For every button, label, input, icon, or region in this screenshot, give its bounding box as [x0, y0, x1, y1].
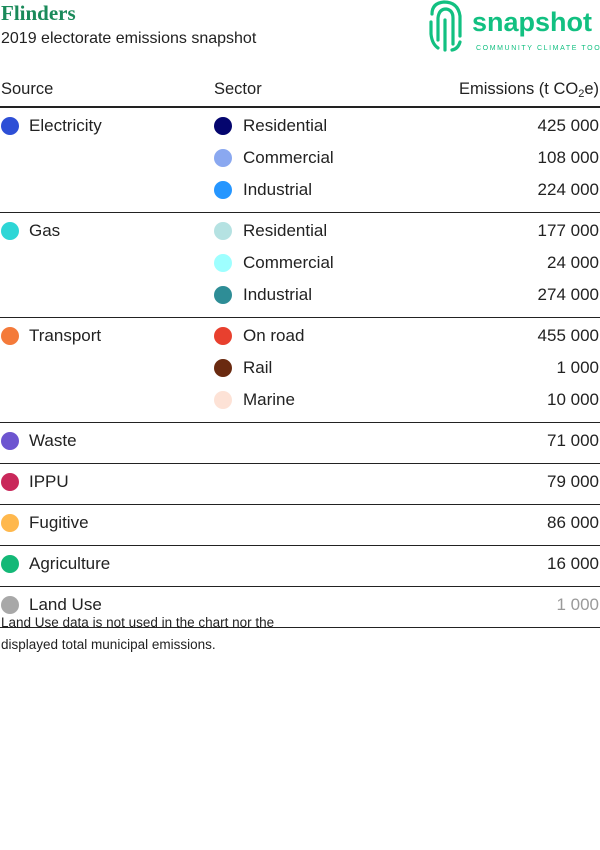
source-label: Waste	[29, 431, 77, 450]
source-color-dot	[1, 117, 19, 135]
page-title: Flinders	[1, 1, 76, 25]
source-color-dot	[1, 432, 19, 450]
column-header-emissions: Emissions (t CO2e)	[459, 80, 599, 100]
sector-label: Commercial	[243, 148, 334, 167]
source-color-dot	[1, 222, 19, 240]
emissions-value: 71 000	[547, 431, 599, 450]
emissions-value: 1 000	[556, 358, 599, 377]
table-row: Gas Residential 177 000	[0, 216, 600, 248]
sector-color-dot	[214, 286, 232, 304]
sector-color-dot	[214, 222, 232, 240]
source-group: Transport On road 455 000 Rail 1 000 Marine 10…	[0, 321, 600, 423]
sector-label: Industrial	[243, 285, 312, 304]
sector-label: Commercial	[243, 253, 334, 272]
source-group: IPPU 79 000	[0, 467, 600, 505]
sector-color-dot	[214, 254, 232, 272]
sector-color-dot	[214, 181, 232, 199]
source-label: IPPU	[29, 472, 69, 491]
table-row: Transport On road 455 000	[0, 321, 600, 353]
source-color-dot	[1, 514, 19, 532]
column-header-source: Source	[1, 80, 54, 98]
source-group: Fugitive 86 000	[0, 508, 600, 546]
source-group: Gas Residential 177 000 Commercial 24 000 Ind…	[0, 216, 600, 318]
logo-wordmark: snapshot	[472, 7, 593, 37]
source-color-dot	[1, 555, 19, 573]
emissions-value: 108 000	[537, 148, 599, 167]
source-group: Land Use 1 000	[0, 590, 600, 628]
emissions-value: 86 000	[547, 513, 599, 532]
snapshot-logo: snapshot COMMUNITY CLIMATE TOOL	[428, 0, 600, 55]
source-group: Agriculture 16 000	[0, 549, 600, 587]
table-row: Fugitive 86 000	[0, 508, 600, 540]
sector-label: Rail	[243, 358, 273, 377]
column-headers: Source Sector Emissions (t CO2e)	[0, 74, 600, 108]
table-row: IPPU 79 000	[0, 467, 600, 499]
sector-label: Marine	[243, 390, 295, 409]
source-group: Electricity Residential 425 000 Commercial 1…	[0, 111, 600, 213]
sector-color-dot	[214, 359, 232, 377]
source-label: Transport	[29, 326, 102, 345]
emissions-table: Electricity Residential 425 000 Commercial 1…	[0, 108, 600, 628]
sector-label: Industrial	[243, 180, 312, 199]
table-row: Commercial 108 000	[0, 143, 600, 175]
source-label: Gas	[29, 221, 61, 240]
footnote: Land Use data is not used in the chart n…	[1, 615, 275, 652]
table-row: Land Use 1 000	[0, 590, 600, 622]
table-row: Electricity Residential 425 000	[0, 111, 600, 143]
source-color-dot	[1, 327, 19, 345]
sector-color-dot	[214, 117, 232, 135]
emissions-value: 24 000	[547, 253, 599, 272]
source-label: Agriculture	[29, 554, 111, 573]
sector-label: Residential	[243, 221, 328, 240]
emissions-value: 16 000	[547, 554, 599, 573]
table-row: Industrial 274 000	[0, 280, 600, 312]
sector-color-dot	[214, 149, 232, 167]
page-subtitle: 2019 electorate emissions snapshot	[1, 30, 257, 47]
source-label: Electricity	[29, 116, 102, 135]
sector-color-dot	[214, 391, 232, 409]
header: Flinders 2019 electorate emissions snaps…	[0, 0, 600, 60]
emissions-value: 455 000	[537, 326, 599, 345]
source-color-dot	[1, 596, 19, 614]
source-label: Land Use	[29, 595, 102, 614]
table-row: Waste 71 000	[0, 426, 600, 458]
sector-label: Residential	[243, 116, 328, 135]
fingerprint-icon	[429, 0, 462, 52]
emissions-value: 10 000	[547, 390, 599, 409]
table-row: Commercial 24 000	[0, 248, 600, 280]
emissions-value: 224 000	[537, 180, 599, 199]
logo-tagline: COMMUNITY CLIMATE TOOL	[476, 45, 600, 52]
table-row: Rail 1 000	[0, 353, 600, 385]
emissions-value: 274 000	[537, 285, 599, 304]
emissions-value: 177 000	[537, 221, 599, 240]
table-row: Marine 10 000	[0, 385, 600, 417]
table-row: Agriculture 16 000	[0, 549, 600, 581]
sector-label: On road	[243, 326, 305, 345]
emissions-value: 79 000	[547, 472, 599, 491]
table-row: Industrial 224 000	[0, 175, 600, 207]
source-label: Fugitive	[29, 513, 89, 532]
source-color-dot	[1, 473, 19, 491]
column-header-sector: Sector	[214, 80, 262, 98]
emissions-value: 425 000	[537, 116, 599, 135]
source-group: Waste 71 000	[0, 426, 600, 464]
emissions-value: 1 000	[556, 595, 599, 614]
sector-color-dot	[214, 327, 232, 345]
